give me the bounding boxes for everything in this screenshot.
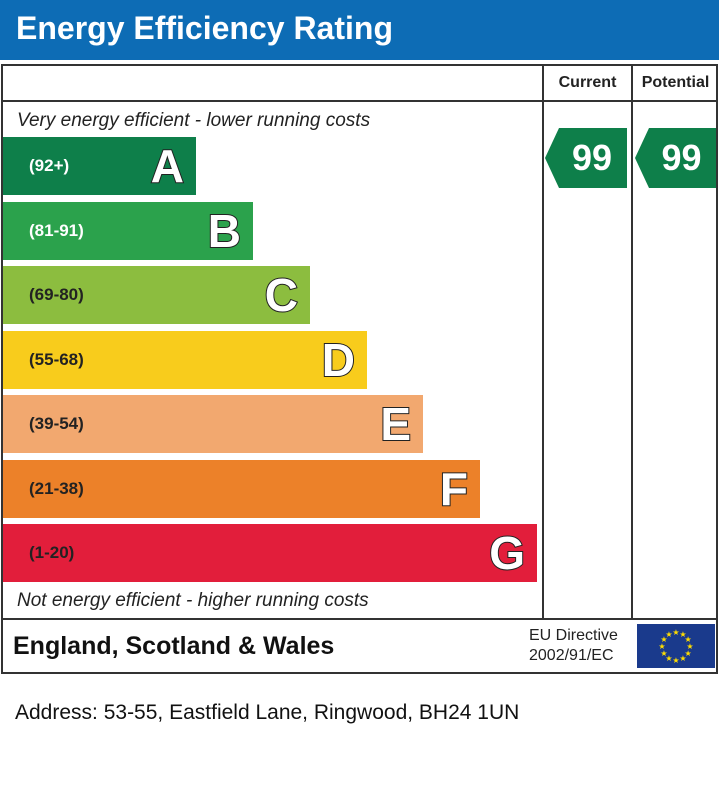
band-letter: D xyxy=(321,334,356,386)
eu-star-icon: ★ xyxy=(672,656,679,665)
potential-rating-value: 99 xyxy=(661,137,702,178)
band-letter: F xyxy=(439,463,469,515)
column-header-potential: Potential xyxy=(641,74,710,91)
current-arrow-shape xyxy=(545,128,627,188)
note-inefficient: Not energy efficient - higher running co… xyxy=(17,590,369,611)
band-letter: E xyxy=(379,398,412,450)
eu-star-icon: ★ xyxy=(679,654,686,663)
eu-star-icon: ★ xyxy=(658,642,665,651)
eu-star-icon: ★ xyxy=(685,649,692,658)
band-letter: C xyxy=(264,269,299,321)
directive-line-2: 2002/91/EC xyxy=(529,647,614,664)
band-f: (21-38) F xyxy=(3,460,480,518)
eu-flag-icon: ★ ★ ★ ★ ★ ★ ★ ★ ★ ★ ★ ★ xyxy=(637,624,715,668)
band-range: (81-91) xyxy=(29,221,84,240)
current-rating-arrow: 99 xyxy=(545,128,627,188)
band-c: (69-80) C xyxy=(3,266,310,324)
footer-divider xyxy=(3,618,716,620)
page-title: Energy Efficiency Rating xyxy=(16,10,393,46)
band-range: (39-54) xyxy=(29,414,84,433)
header-divider xyxy=(3,100,716,102)
column-header-current: Current xyxy=(558,74,617,91)
eu-star-icon: ★ xyxy=(672,628,679,637)
region-label: England, Scotland & Wales xyxy=(13,632,335,660)
eu-flag-stars: ★ ★★★★★★★★★★★ xyxy=(658,628,693,665)
current-rating-value: 99 xyxy=(571,137,613,178)
eu-star-icon: ★ xyxy=(685,635,692,644)
band-letter: A xyxy=(150,140,185,192)
band-e: (39-54) E xyxy=(3,395,423,453)
band-range: (1-20) xyxy=(29,543,75,562)
potential-arrow-shape xyxy=(635,128,716,188)
note-efficient: Very energy efficient - lower running co… xyxy=(17,110,371,131)
rating-chart: Current Potential Very energy efficient … xyxy=(1,64,718,674)
band-b: (81-91) B xyxy=(3,202,253,260)
band-letter: G xyxy=(488,527,526,579)
eu-star-icon: ★ xyxy=(660,635,667,644)
property-address: Address: 53-55, Eastfield Lane, Ringwood… xyxy=(15,701,520,724)
directive-line-1: EU Directive xyxy=(529,627,618,644)
band-range: (92+) xyxy=(29,156,70,175)
band-letter: B xyxy=(207,205,242,257)
eu-directive: EU Directive 2002/91/EC xyxy=(529,626,618,666)
header-bar: Energy Efficiency Rating xyxy=(0,0,719,60)
eu-star-icon: ★ xyxy=(665,654,672,663)
band-range: (21-38) xyxy=(29,479,84,498)
eu-star-icon: ★ xyxy=(686,642,693,651)
potential-rating-arrow: 99 xyxy=(635,128,716,188)
eu-star-icon: ★ xyxy=(679,630,686,639)
band-d: (55-68) D xyxy=(3,331,367,389)
band-range: (69-80) xyxy=(29,285,84,304)
column-divider-potential xyxy=(631,66,633,618)
band-range: (55-68) xyxy=(29,350,84,369)
band-g: (1-20) G xyxy=(3,524,537,582)
eu-star-icon: ★ xyxy=(660,649,667,658)
column-divider-current xyxy=(542,66,544,618)
eu-star-icon: ★ xyxy=(665,630,672,639)
band-a: (92+) A xyxy=(3,137,196,195)
